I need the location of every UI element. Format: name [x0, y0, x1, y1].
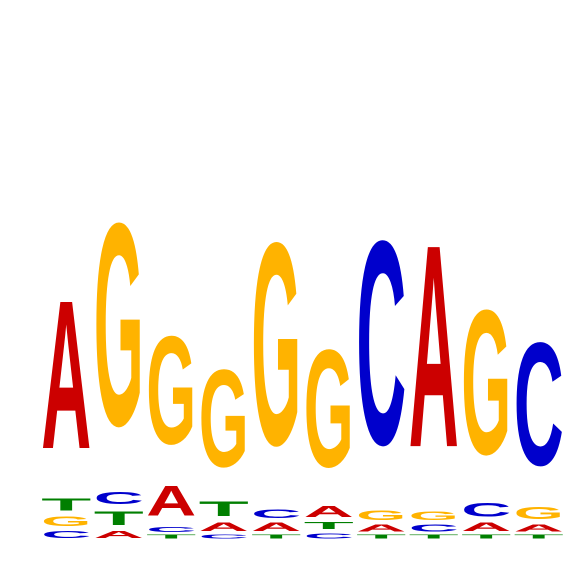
logo-letter-C: C: [356, 179, 406, 505]
logo-letter-G: G: [146, 305, 196, 477]
logo-letter-T: T: [146, 534, 196, 540]
logo-letter-C: C: [199, 534, 249, 540]
logo-letter-G: G: [461, 269, 511, 499]
logo-letter-A: A: [199, 520, 249, 533]
logo-letter-C: C: [409, 523, 459, 534]
logo-letter-C: C: [514, 307, 564, 503]
logo-letter-C: C: [146, 525, 196, 534]
logo-letter-C: C: [251, 508, 301, 521]
logo-letter-G: G: [356, 508, 406, 523]
logo-letter-T: T: [356, 534, 406, 540]
logo-letter-G: G: [94, 164, 144, 487]
logo-letter-G: G: [199, 340, 249, 495]
logo-letter-T: T: [304, 521, 354, 532]
logo-letter-T: T: [199, 497, 249, 521]
logo-letter-A: A: [461, 520, 511, 533]
logo-letter-T: T: [94, 507, 144, 529]
logo-letter-T: T: [251, 534, 301, 540]
logo-letter-A: A: [41, 257, 91, 494]
logo-letter-C: C: [461, 499, 511, 521]
logo-letter-G: G: [409, 510, 459, 523]
logo-letter-T: T: [409, 534, 459, 540]
logo-letter-G: G: [514, 503, 564, 523]
logo-letter-A: A: [146, 478, 196, 525]
logo-letter-T: T: [41, 494, 91, 514]
logo-letter-A: A: [94, 529, 144, 540]
logo-letter-G: G: [251, 183, 301, 506]
logo-letter-G: G: [41, 514, 91, 529]
logo-letter-C: C: [94, 488, 144, 508]
logo-letter-A: A: [251, 520, 301, 533]
logo-letter-G: G: [304, 314, 354, 502]
logo-letter-C: C: [304, 531, 354, 540]
logo-letter-A: A: [514, 523, 564, 534]
logo-letter-A: A: [356, 523, 406, 534]
logo-letter-A: A: [409, 185, 459, 508]
logo-letter-T: T: [514, 534, 564, 540]
logo-letter-A: A: [304, 503, 354, 520]
logo-letter-T: T: [461, 534, 511, 540]
logo-letter-C: C: [41, 529, 91, 540]
